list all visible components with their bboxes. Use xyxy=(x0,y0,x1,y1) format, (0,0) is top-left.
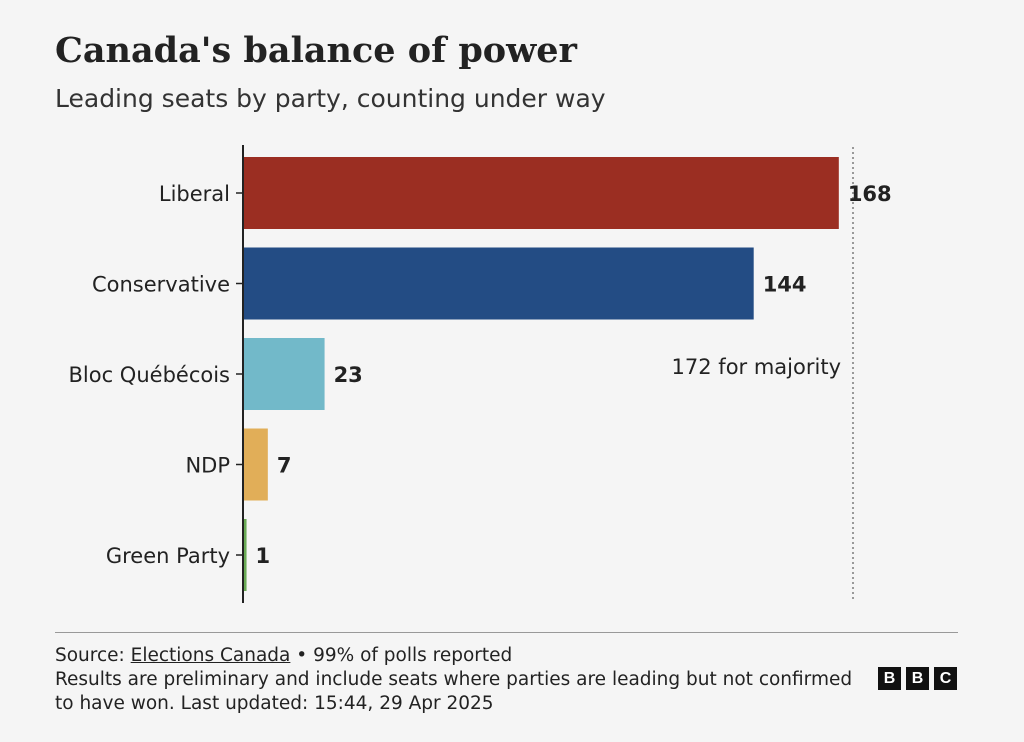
bar xyxy=(243,519,247,591)
source-line: Source: Elections Canada • 99% of polls … xyxy=(55,644,855,668)
footer: Source: Elections Canada • 99% of polls … xyxy=(55,644,855,716)
bar xyxy=(243,428,268,501)
bar xyxy=(243,247,754,320)
footer-note: Results are preliminary and include seat… xyxy=(55,669,853,714)
bbc-logo-letter: B xyxy=(906,667,929,690)
value-label: 1 xyxy=(256,544,271,568)
polls-reported: • 99% of polls reported xyxy=(290,645,513,666)
chart-title: Canada's balance of power xyxy=(55,30,577,71)
bbc-logo-letter: B xyxy=(878,667,901,690)
value-label: 7 xyxy=(277,454,292,478)
value-label: 23 xyxy=(334,363,363,387)
bbc-logo: B B C xyxy=(878,667,957,690)
value-label: 144 xyxy=(763,273,807,297)
bar-chart: 172 for majority Liberal 168 Conservative 14… xyxy=(69,145,892,603)
source-label: Source: xyxy=(55,645,131,666)
bbc-logo-letter: C xyxy=(934,667,957,690)
bar xyxy=(243,157,839,229)
bar xyxy=(243,338,325,410)
category-label: NDP xyxy=(185,454,230,478)
source-link[interactable]: Elections Canada xyxy=(130,645,291,666)
category-label: Bloc Québécois xyxy=(69,363,231,387)
category-label: Green Party xyxy=(106,544,230,568)
category-label: Conservative xyxy=(92,273,230,297)
chart-subtitle: Leading seats by party, counting under w… xyxy=(55,84,606,113)
category-label: Liberal xyxy=(159,182,230,206)
majority-label: 172 for majority xyxy=(672,355,841,379)
value-label: 168 xyxy=(848,182,892,206)
footer-divider xyxy=(55,632,958,633)
